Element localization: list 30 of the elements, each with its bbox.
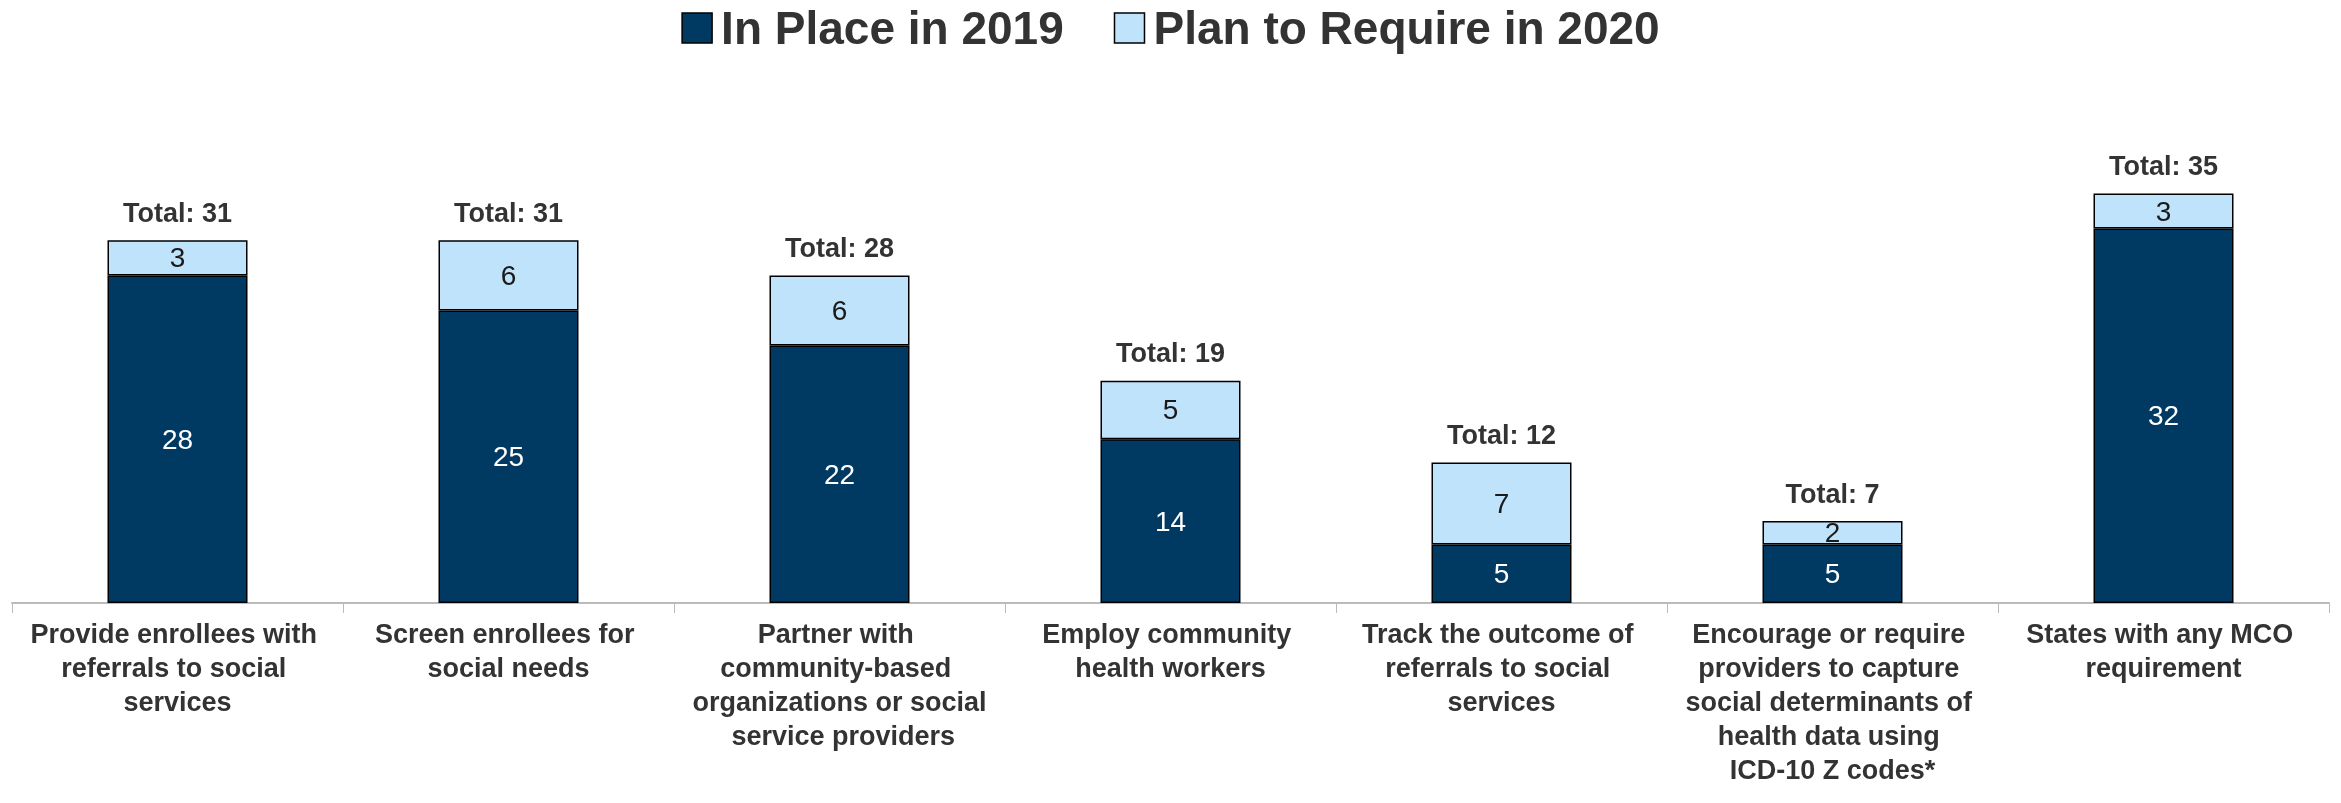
x-tick-label: Encourage or require providers to capture social determinants of health data using ICD-10 Z codes* (1685, 619, 1980, 785)
total-label: Total: 7 (1785, 478, 1880, 509)
total-label: Total: 28 (784, 232, 895, 263)
x-tick-label: Partner with community-based organizations or social service providers (692, 619, 987, 751)
data-label: 5 (1493, 558, 1510, 590)
data-label: 3 (2155, 195, 2172, 227)
data-label: 6 (831, 295, 848, 326)
data-label: 3 (169, 242, 186, 274)
data-label: 32 (2147, 400, 2180, 432)
total-label: Total: 12 (1446, 420, 1557, 451)
total-label: Total: 31 (453, 197, 564, 228)
x-tick-label: States with any MCO requirement (2026, 619, 2301, 683)
total-label: Total: 31 (122, 197, 233, 228)
data-label: 2 (1824, 517, 1841, 549)
data-label: 14 (1154, 505, 1187, 537)
x-tick-label: Screen enrollees for social needs (374, 619, 643, 683)
x-tick-label: Provide enrollees with referrals to social services (30, 619, 325, 717)
data-label: 22 (823, 458, 856, 490)
x-tick-label: Track the outcome of referrals to social services (1361, 619, 1642, 717)
legend-label: Plan to Require in 2020 (1153, 2, 1660, 54)
data-label: 25 (492, 441, 525, 473)
data-label: 28 (161, 423, 194, 455)
total-label: Total: 35 (2108, 151, 2219, 181)
data-label: 7 (1493, 488, 1510, 520)
legend-label: In Place in 2019 (721, 2, 1064, 54)
data-label: 5 (1162, 394, 1179, 426)
data-label: 5 (1824, 558, 1841, 590)
data-label: 6 (500, 259, 517, 291)
total-label: Total: 19 (1115, 338, 1226, 369)
x-tick-label: Employ community health workers (1042, 619, 1299, 683)
